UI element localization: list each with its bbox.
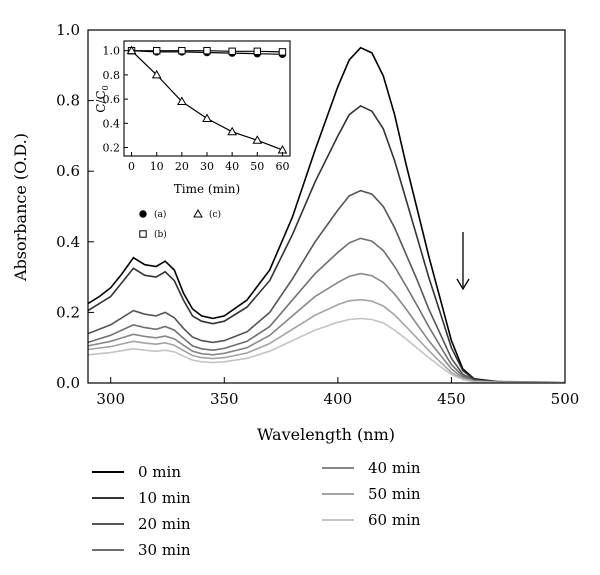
- inset-x-tick-label: 50: [250, 160, 264, 173]
- x-axis-label: Wavelength (nm): [257, 425, 395, 444]
- inset-y-tick-label: 0.4: [103, 117, 121, 130]
- inset-x-tick-label: 30: [200, 160, 214, 173]
- main-y-axis: 0.0 0.2 0.4 0.6 0.8 1.0: [56, 21, 94, 392]
- inset-legend-marker: [139, 210, 147, 218]
- inset-x-tick-label: 20: [175, 160, 189, 173]
- series-line-4: [87, 272, 565, 384]
- inset-markers: [126, 45, 288, 154]
- inset-y-axis: 0.2 0.4 0.6 0.8 1.0: [103, 45, 128, 155]
- series-line-1: [87, 104, 566, 384]
- inset-legend-label: (a): [154, 209, 166, 220]
- inset-point: [228, 47, 236, 55]
- inset-x-axis: 0 10 20 30 40 50 60: [128, 152, 289, 173]
- inset-y-axis-label: C/C0: [94, 85, 110, 113]
- y-tick-label: 0.8: [56, 92, 80, 110]
- inset-point: [126, 45, 137, 55]
- x-tick-label: 450: [437, 390, 466, 408]
- inset-legend-label: (b): [154, 229, 167, 240]
- decrease-arrow-icon: [456, 232, 470, 291]
- inset-legend: (a) (b) (c): [139, 208, 221, 240]
- inset-point: [178, 46, 186, 55]
- inset-x-axis-label: Time (min): [174, 182, 240, 196]
- inset-y-tick-label: 0.8: [103, 69, 121, 82]
- inset-legend-label: (c): [209, 209, 221, 220]
- y-tick-label: 0.0: [56, 374, 80, 392]
- x-tick-label: 300: [96, 390, 125, 408]
- x-tick-label: 500: [551, 390, 580, 408]
- inset-x-tick-label: 0: [128, 160, 135, 173]
- inset-point: [151, 69, 162, 79]
- main-series-lines: [87, 46, 566, 384]
- inset-y-tick-label: 0.2: [103, 142, 121, 155]
- inset-legend-marker: [139, 230, 147, 238]
- y-tick-label: 0.6: [56, 162, 80, 180]
- inset-point: [202, 113, 212, 122]
- inset-y-tick-label: 1.0: [103, 45, 121, 58]
- inset-x-tick-label: 10: [150, 160, 164, 173]
- x-tick-label: 350: [210, 390, 239, 408]
- series-line-6: [87, 317, 565, 384]
- inset-point: [227, 126, 238, 136]
- main-plot-frame: [87, 29, 566, 384]
- inset-x-tick-label: 60: [275, 160, 289, 173]
- series-line-3: [87, 237, 565, 384]
- y-tick-label: 1.0: [56, 21, 80, 39]
- main-x-axis: 300 350 400 450 500: [96, 377, 579, 408]
- inset-y-tick-label: 0.6: [103, 93, 121, 106]
- inset-point: [253, 47, 262, 55]
- inset-legend-marker: [193, 208, 203, 218]
- series-line-0: [87, 46, 565, 384]
- inset-chart: 0 10 20 30 40 50 60 0.2 0.4 0.6 0.8 1.0 Time (min)…: [94, 40, 291, 240]
- series-line-2: [87, 189, 566, 384]
- x-tick-label: 400: [324, 390, 353, 408]
- inset-point: [176, 96, 187, 106]
- inset-point: [278, 48, 287, 56]
- inset-x-tick-label: 40: [225, 160, 239, 173]
- inset-point: [152, 46, 161, 55]
- inset-plot-frame: [123, 40, 291, 157]
- inset-point: [203, 46, 211, 55]
- y-axis-label: Absorbance (O.D.): [11, 133, 30, 282]
- inset-point: [252, 135, 263, 144]
- y-tick-label: 0.2: [56, 303, 80, 321]
- y-tick-label: 0.4: [56, 233, 80, 251]
- series-line-5: [87, 298, 565, 384]
